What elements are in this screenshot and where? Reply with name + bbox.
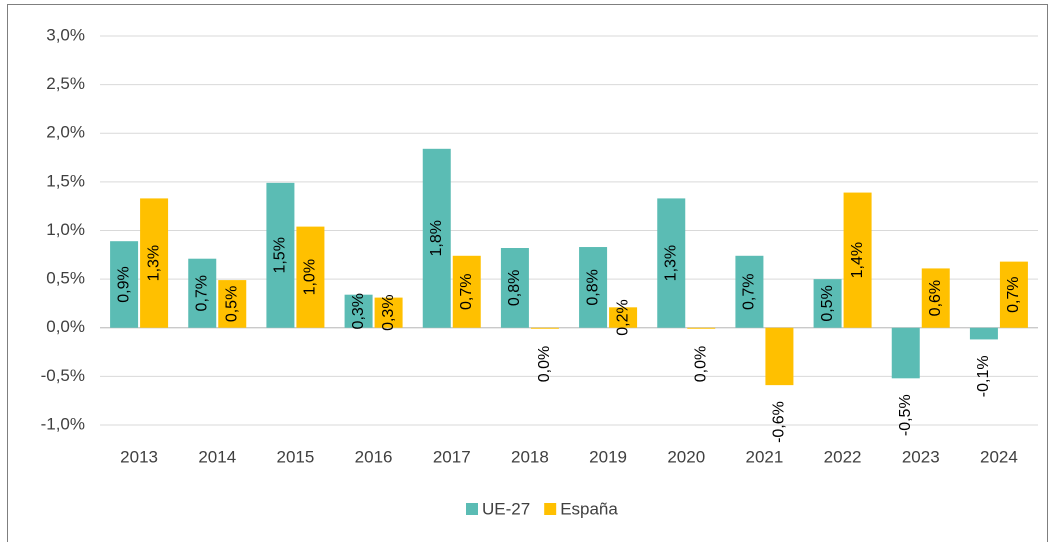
value-label: 1,5%	[272, 237, 289, 273]
value-label: 0,7%	[1005, 276, 1022, 312]
value-label: 0,5%	[223, 286, 240, 322]
x-tick-label: 2023	[902, 447, 940, 466]
value-label: 0,9%	[115, 266, 132, 302]
y-tick-label: 1,0%	[46, 220, 85, 239]
bar	[530, 327, 559, 329]
x-tick-label: 2013	[120, 447, 158, 466]
legend-swatch	[544, 503, 557, 515]
y-tick-label: 2,0%	[46, 123, 85, 142]
value-label: 0,7%	[741, 274, 758, 310]
y-tick-label: 2,5%	[46, 74, 85, 93]
bar	[266, 182, 295, 328]
value-label: 0,8%	[584, 269, 601, 305]
legend-label: España	[560, 499, 618, 518]
value-label: 0,8%	[506, 270, 523, 306]
bar	[609, 307, 638, 328]
y-tick-label: -1,0%	[41, 414, 85, 433]
x-tick-label: 2020	[667, 447, 705, 466]
bar	[999, 261, 1028, 328]
value-label: -0,1%	[975, 355, 992, 397]
bar	[452, 255, 481, 328]
value-label: 0,0%	[536, 346, 553, 382]
x-tick-label: 2015	[277, 447, 315, 466]
value-label: 0,3%	[350, 293, 367, 329]
bar	[657, 198, 686, 328]
bar	[579, 247, 608, 328]
x-tick-label: 2024	[980, 447, 1018, 466]
bar	[188, 258, 217, 328]
bar	[687, 327, 716, 329]
bar	[921, 268, 950, 328]
legend-swatch	[466, 503, 478, 515]
value-label: 0,7%	[458, 274, 475, 310]
bar	[374, 297, 403, 328]
bar	[891, 327, 920, 379]
value-label: -0,5%	[897, 394, 914, 436]
bar	[344, 294, 373, 328]
bar	[843, 192, 872, 328]
x-tick-label: 2019	[589, 447, 627, 466]
bar	[140, 198, 169, 328]
x-tick-label: 2017	[433, 447, 471, 466]
value-label: 0,0%	[692, 346, 709, 382]
chart-border	[7, 4, 1048, 542]
y-tick-label: 0,5%	[46, 269, 85, 288]
value-label: 0,2%	[614, 299, 631, 335]
y-tick-label: 1,5%	[46, 171, 85, 190]
value-label: 0,3%	[380, 294, 397, 330]
value-label: 0,7%	[193, 275, 210, 311]
x-tick-label: 2016	[355, 447, 393, 466]
legend-label: UE-27	[482, 499, 530, 518]
value-label: 0,5%	[819, 285, 836, 321]
value-label: 0,6%	[927, 280, 944, 316]
bar	[296, 226, 325, 328]
value-label: 1,8%	[428, 220, 445, 256]
x-tick-label: 2014	[198, 447, 236, 466]
y-tick-label: 3,0%	[46, 25, 85, 44]
y-tick-label: 0,0%	[46, 317, 85, 336]
value-label: 1,4%	[849, 242, 866, 278]
bar	[735, 255, 764, 328]
x-tick-label: 2021	[746, 447, 784, 466]
x-tick-label: 2022	[824, 447, 862, 466]
value-label: 1,3%	[662, 245, 679, 281]
value-label: 1,0%	[302, 259, 319, 295]
y-tick-label: -0,5%	[41, 366, 85, 385]
bar	[110, 241, 139, 328]
value-label: 1,3%	[145, 245, 162, 281]
bar	[765, 327, 794, 386]
x-tick-label: 2018	[511, 447, 549, 466]
bar	[218, 280, 247, 328]
bar	[969, 327, 998, 340]
value-label: -0,6%	[771, 401, 788, 443]
bar	[500, 248, 529, 328]
bar	[813, 279, 842, 328]
bar	[422, 148, 451, 328]
